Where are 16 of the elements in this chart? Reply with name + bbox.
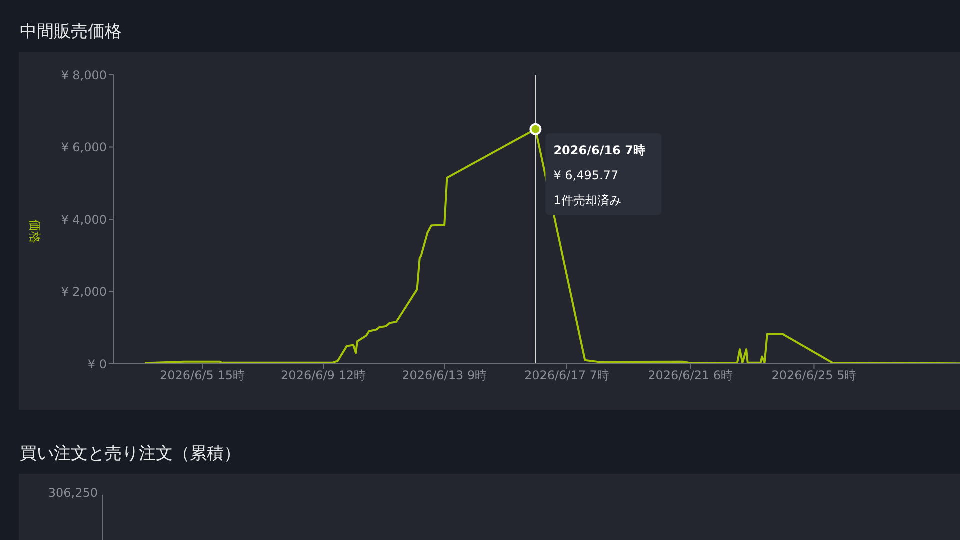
y-tick-label: ¥ 2,000 xyxy=(61,285,107,300)
text: 306,250 xyxy=(48,486,98,500)
x-tick-label: 2026/6/21 6時 xyxy=(648,368,734,383)
y-tick-label: ¥ 6,000 xyxy=(61,140,107,155)
x-tick-label: 2026/6/25 5時 xyxy=(772,368,857,383)
x-tick-label: 2026/6/13 9時 xyxy=(402,368,488,383)
chart-title: 中間販売価格 xyxy=(20,21,122,43)
y-tick-label: ¥ 0 xyxy=(88,357,107,372)
y-axis-title: 価格 xyxy=(28,220,42,244)
x-tick-label: 2026/6/5 15時 xyxy=(160,368,245,383)
x-tick-label: 2026/6/17 7時 xyxy=(524,368,610,383)
text: 買い注文と売り注文（累積） xyxy=(20,443,241,465)
x-tick-label: 2026/6/9 12時 xyxy=(281,368,366,383)
y-tick-label: ¥ 4,000 xyxy=(61,212,107,227)
y-tick-label: ¥ 8,000 xyxy=(61,68,107,82)
annotation: 2026/6/16 7時 ¥ 6,495.77 1件売却済み xyxy=(554,143,646,208)
